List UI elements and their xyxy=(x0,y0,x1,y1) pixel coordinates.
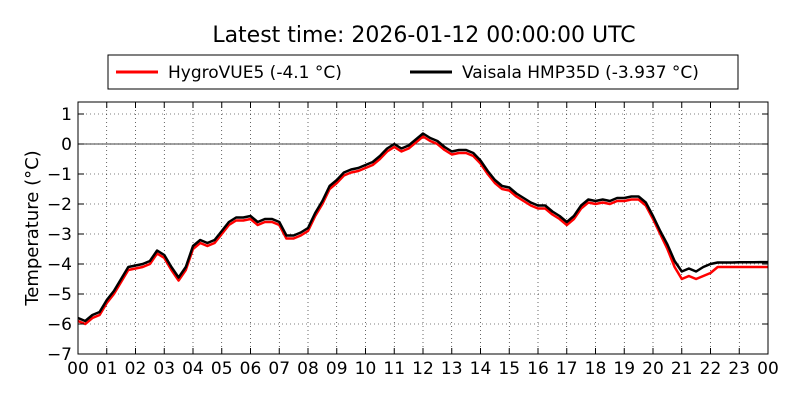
x-tick-label: 03 xyxy=(153,359,175,379)
x-tick-label: 16 xyxy=(527,359,549,379)
x-tick-label: 12 xyxy=(412,359,434,379)
x-tick-label: 05 xyxy=(211,359,233,379)
y-tick-label: −1 xyxy=(47,165,72,185)
x-tick-label: 04 xyxy=(182,359,204,379)
x-axis-ticks: 00 01 02 03 04 05 06 07 08 09 10 11 12 13 14 15 16 17 18 19… xyxy=(67,102,779,379)
y-tick-label: −7 xyxy=(47,345,72,365)
x-tick-label: 20 xyxy=(642,359,664,379)
x-tick-label: 08 xyxy=(297,359,319,379)
x-tick-label: 23 xyxy=(728,359,750,379)
y-tick-label: −3 xyxy=(47,225,72,245)
series-line-vaisala xyxy=(77,132,768,323)
x-tick-label: 14 xyxy=(470,359,492,379)
y-tick-label: −5 xyxy=(47,285,72,305)
x-tick-label: 06 xyxy=(240,359,262,379)
legend-label-hygrovue5: HygroVUE5 (-4.1 °C) xyxy=(168,63,342,83)
y-tick-label: 0 xyxy=(61,135,72,155)
y-axis-label: Temperature (°C) xyxy=(22,150,43,306)
y-tick-label: −2 xyxy=(47,195,72,215)
x-tick-label: 13 xyxy=(441,359,463,379)
x-tick-label: 17 xyxy=(556,359,578,379)
plot-frame xyxy=(77,101,769,355)
y-tick-label: −4 xyxy=(47,255,72,275)
x-tick-label: 21 xyxy=(671,359,693,379)
x-tick-label: 09 xyxy=(326,359,348,379)
grid xyxy=(78,102,768,354)
x-tick-label: 00 xyxy=(757,359,779,379)
x-tick-label: 11 xyxy=(383,359,405,379)
x-tick-label: 22 xyxy=(700,359,722,379)
x-tick-label: 19 xyxy=(613,359,635,379)
legend-label-vaisala: Vaisala HMP35D (-3.937 °C) xyxy=(462,63,699,83)
x-tick-label: 15 xyxy=(498,359,520,379)
x-tick-label: 10 xyxy=(355,359,377,379)
y-tick-label: −6 xyxy=(47,315,72,335)
legend: HygroVUE5 (-4.1 °C) Vaisala HMP35D (-3.9… xyxy=(107,54,739,90)
y-tick-label: 1 xyxy=(61,105,72,125)
x-tick-label: 18 xyxy=(585,359,607,379)
x-tick-label: 00 xyxy=(67,359,89,379)
x-tick-label: 02 xyxy=(125,359,147,379)
x-tick-label: 07 xyxy=(268,359,290,379)
x-tick-label: 01 xyxy=(96,359,118,379)
chart-title: Latest time: 2026-01-12 00:00:00 UTC xyxy=(212,23,635,48)
y-axis-ticks: 1 0 −1 −2 −3 −4 −5 −6 −7 xyxy=(47,105,768,365)
series-layer xyxy=(77,132,768,326)
